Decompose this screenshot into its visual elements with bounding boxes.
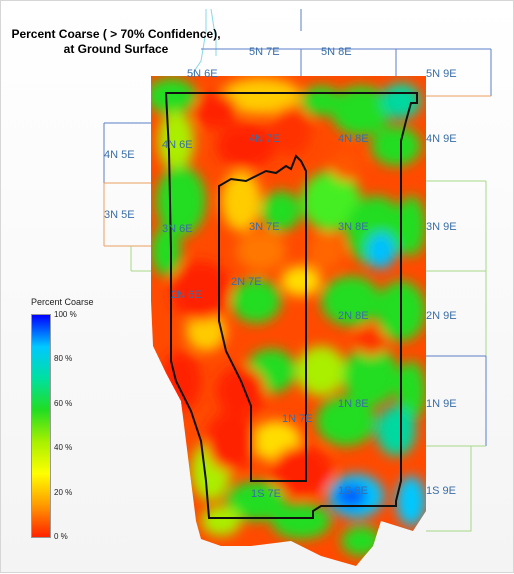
township-label: 3N 5E bbox=[104, 209, 135, 221]
legend-tick: 20 % bbox=[54, 488, 73, 497]
township-label: 4N 6E bbox=[162, 139, 193, 151]
legend-tick: 60 % bbox=[54, 399, 73, 408]
township-label: 2N 7E bbox=[231, 276, 262, 288]
township-label: 1S 7E bbox=[251, 488, 281, 500]
township-label: 3N 6E bbox=[162, 223, 193, 235]
township-label: 1S 9E bbox=[426, 485, 456, 497]
township-grid bbox=[103, 8, 492, 546]
township-label: 1N 7E bbox=[282, 413, 313, 425]
township-label: 5N 7E bbox=[249, 46, 280, 58]
township-label: 3N 8E bbox=[338, 221, 369, 233]
township-label: 5N 9E bbox=[426, 68, 457, 80]
legend-color-ramp bbox=[31, 314, 51, 538]
township-label: 2N 6E bbox=[171, 289, 202, 301]
legend-tick: 40 % bbox=[54, 443, 73, 452]
map-subtitle: at Ground Surface bbox=[63, 42, 169, 56]
township-label: 1N 9E bbox=[426, 398, 457, 410]
township-label: 4N 9E bbox=[426, 133, 457, 145]
township-label: 1S 8E bbox=[338, 485, 368, 497]
legend-tick: 0 % bbox=[54, 532, 68, 541]
township-label: 5N 8E bbox=[321, 46, 352, 58]
township-label: 4N 5E bbox=[104, 149, 135, 161]
township-label: 3N 9E bbox=[426, 221, 457, 233]
study-boundary bbox=[164, 92, 418, 519]
township-label: 4N 7E bbox=[249, 133, 280, 145]
township-label: 2N 9E bbox=[426, 310, 457, 322]
map-title: Percent Coarse ( > 70% Confidence), bbox=[11, 27, 221, 41]
township-label: 2N 8E bbox=[338, 310, 369, 322]
township-label: 5N 6E bbox=[187, 68, 218, 80]
township-label: 4N 8E bbox=[338, 133, 369, 145]
legend-tick: 100 % bbox=[54, 310, 77, 319]
township-label: 3N 7E bbox=[249, 221, 280, 233]
township-labels: 5N 6E 5N 7E 5N 8E 5N 9E 4N 5E 4N 6E 4N 7… bbox=[104, 46, 457, 500]
legend-title: Percent Coarse bbox=[31, 297, 94, 307]
percent-coarse-surface bbox=[151, 76, 426, 566]
township-label: 1N 8E bbox=[338, 398, 369, 410]
legend-tick: 80 % bbox=[54, 354, 73, 363]
